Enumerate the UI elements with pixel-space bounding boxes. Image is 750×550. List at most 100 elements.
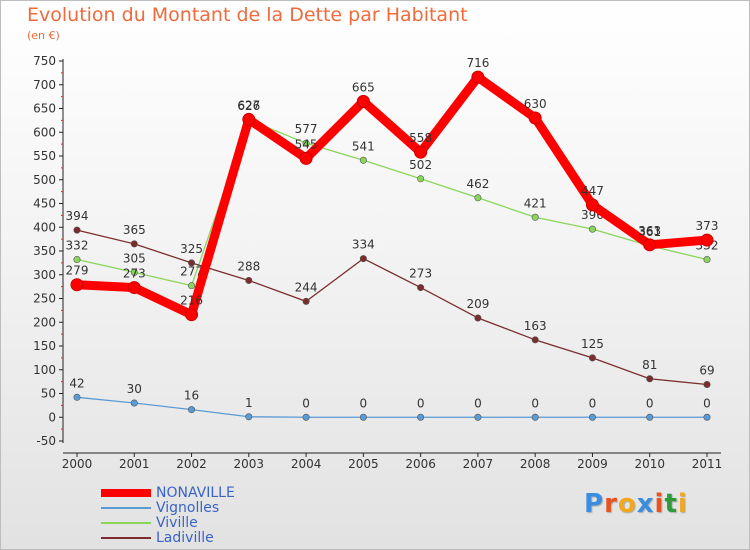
data-point [531, 413, 539, 421]
data-point [474, 413, 482, 421]
data-point [646, 375, 654, 383]
y-tick-label: 350 [33, 244, 56, 258]
x-tick-label: 2001 [119, 457, 150, 471]
y-tick-label: 600 [33, 125, 56, 139]
data-label: 0 [589, 396, 597, 410]
y-tick-label: 250 [33, 292, 56, 306]
x-tick-label: 2005 [348, 457, 379, 471]
data-label: 334 [352, 238, 375, 252]
data-point [188, 406, 196, 414]
legend-label: Ladiville [156, 530, 214, 546]
data-label: 627 [237, 98, 260, 112]
data-label: 0 [703, 396, 711, 410]
y-tick-label: 400 [33, 220, 56, 234]
data-point [643, 238, 657, 252]
data-point [588, 225, 596, 233]
series-line [72, 72, 712, 320]
logo-letter: t [664, 489, 678, 519]
data-point [73, 393, 81, 401]
data-point [356, 94, 370, 108]
logo-letter: x [636, 489, 655, 519]
data-label: 42 [69, 376, 84, 390]
data-label: 273 [409, 267, 432, 281]
data-label: 69 [699, 363, 714, 377]
data-point [302, 297, 310, 305]
series-viville: 332305277626577541502462421396361332 [66, 99, 718, 290]
legend-swatch [101, 522, 151, 524]
data-point [471, 70, 485, 84]
data-point [188, 282, 196, 290]
data-point [245, 413, 253, 421]
data-point [130, 268, 138, 276]
y-tick-label: 550 [33, 149, 56, 163]
data-point [474, 194, 482, 202]
data-point [359, 255, 367, 263]
data-label: 277 [180, 265, 203, 279]
data-label: 0 [531, 396, 539, 410]
data-point [299, 151, 313, 165]
y-tick-label: 0 [48, 410, 56, 424]
legend-label: NONAVILLE [156, 485, 235, 501]
data-label: 630 [524, 97, 547, 111]
data-point [531, 336, 539, 344]
data-label: 558 [409, 131, 432, 145]
legend-swatch [101, 537, 151, 539]
data-label: 0 [360, 396, 368, 410]
legend-swatch [101, 489, 151, 497]
data-point [188, 259, 196, 267]
data-point [588, 413, 596, 421]
data-label: 716 [466, 56, 489, 70]
data-label: 0 [302, 396, 310, 410]
x-tick-label: 2000 [62, 457, 93, 471]
data-label: 325 [180, 242, 203, 256]
data-point [646, 413, 654, 421]
data-label: 373 [696, 219, 719, 233]
data-point [531, 213, 539, 221]
data-point [130, 240, 138, 248]
data-label: 541 [352, 139, 375, 153]
logo-letter: o [617, 489, 637, 519]
data-label: 279 [66, 264, 89, 278]
y-tick-label: 200 [33, 315, 56, 329]
y-tick-label: 150 [33, 339, 56, 353]
legend-swatch [101, 507, 151, 509]
data-label: 447 [581, 184, 604, 198]
data-point [302, 413, 310, 421]
data-point [417, 413, 425, 421]
data-label: 363 [638, 224, 661, 238]
data-label: 462 [466, 177, 489, 191]
data-label: 16 [184, 389, 199, 403]
data-label: 626 [237, 99, 260, 113]
data-label: 577 [295, 122, 318, 136]
logo-letter: r [604, 489, 618, 519]
series-line [76, 119, 708, 287]
x-tick-label: 2008 [520, 457, 551, 471]
data-point [73, 226, 81, 234]
data-point [585, 198, 599, 212]
data-label: 394 [66, 209, 89, 223]
data-point [359, 413, 367, 421]
series-vignolles: 42 30 16 1 0 0 0 0 0 0 0 0 [69, 376, 711, 421]
data-point [417, 175, 425, 183]
data-point [130, 399, 138, 407]
data-point [528, 111, 542, 125]
data-label: 209 [466, 297, 489, 311]
y-tick-label: 650 [33, 102, 56, 116]
series-line [76, 229, 708, 386]
data-point [703, 413, 711, 421]
data-label: 665 [352, 80, 375, 94]
logo-letter: P [584, 489, 605, 519]
data-point [73, 256, 81, 264]
data-label: 273 [123, 267, 146, 281]
x-tick-label: 2003 [234, 457, 265, 471]
data-point [70, 278, 84, 292]
data-label: 332 [66, 239, 89, 253]
data-label: 0 [417, 396, 425, 410]
data-point [302, 139, 310, 147]
data-label: 125 [581, 337, 604, 351]
series-line [76, 396, 708, 418]
y-tick-label: 100 [33, 363, 56, 377]
data-point [703, 256, 711, 264]
legend-label: Viville [156, 515, 198, 531]
